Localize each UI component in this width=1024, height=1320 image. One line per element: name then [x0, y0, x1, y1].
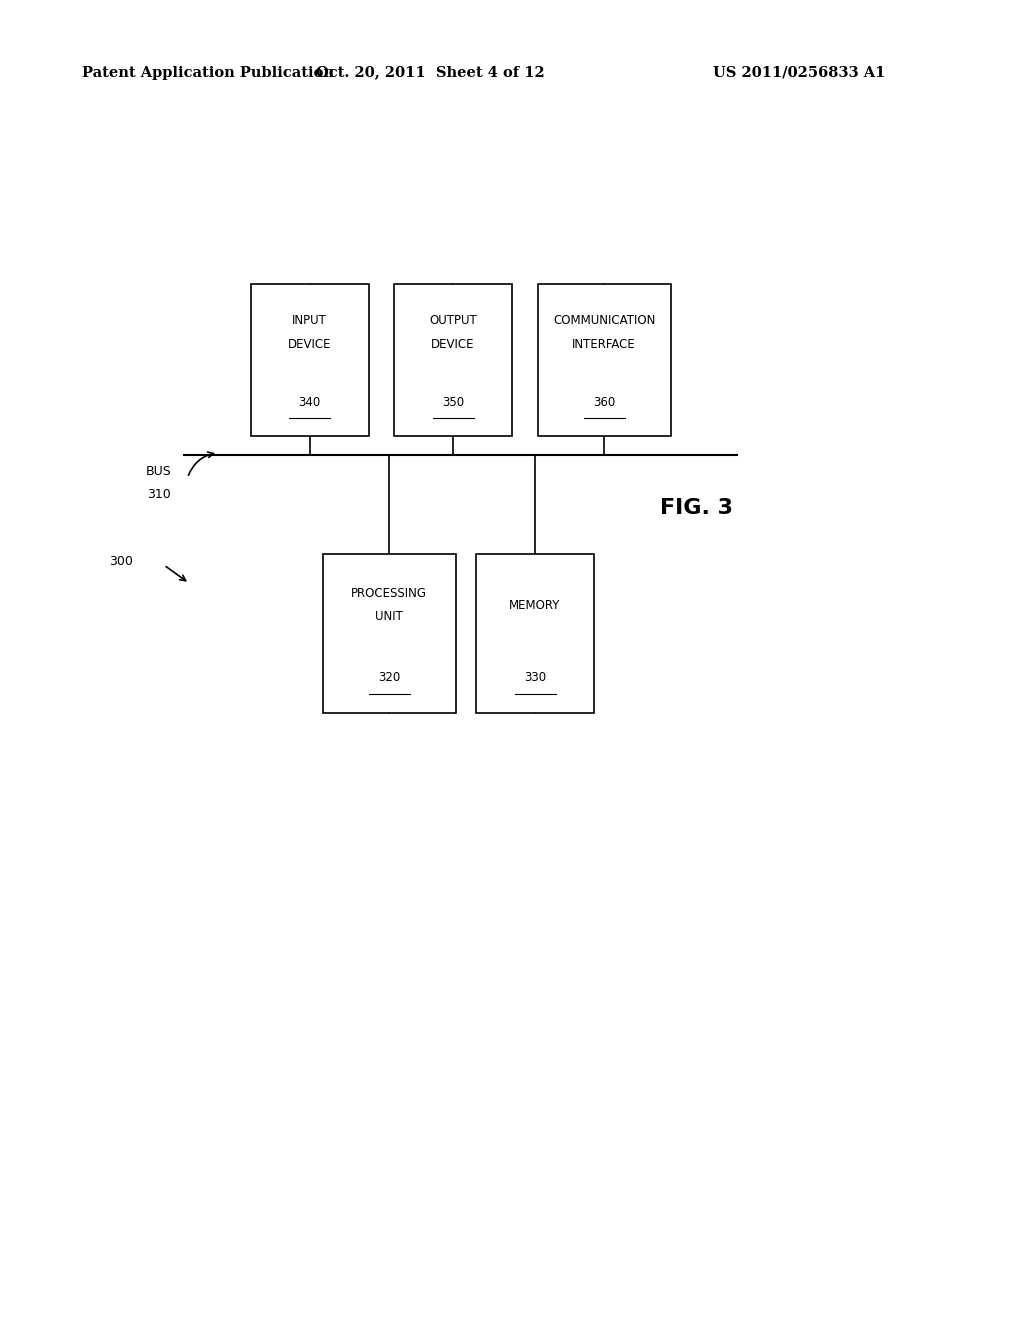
- Text: DEVICE: DEVICE: [431, 338, 475, 351]
- Text: INPUT: INPUT: [292, 314, 328, 327]
- FancyBboxPatch shape: [251, 284, 369, 436]
- Text: OUTPUT: OUTPUT: [429, 314, 477, 327]
- Text: COMMUNICATION: COMMUNICATION: [553, 314, 655, 327]
- FancyBboxPatch shape: [476, 554, 594, 713]
- Text: US 2011/0256833 A1: US 2011/0256833 A1: [713, 66, 885, 79]
- Text: 350: 350: [442, 396, 464, 409]
- Text: 300: 300: [110, 554, 133, 568]
- FancyBboxPatch shape: [323, 554, 456, 713]
- Text: Oct. 20, 2011  Sheet 4 of 12: Oct. 20, 2011 Sheet 4 of 12: [315, 66, 545, 79]
- Text: Patent Application Publication: Patent Application Publication: [82, 66, 334, 79]
- Text: DEVICE: DEVICE: [288, 338, 332, 351]
- Text: PROCESSING: PROCESSING: [351, 586, 427, 599]
- Text: BUS: BUS: [145, 465, 172, 478]
- Text: 320: 320: [378, 672, 400, 685]
- FancyBboxPatch shape: [394, 284, 512, 436]
- FancyBboxPatch shape: [538, 284, 671, 436]
- Text: UNIT: UNIT: [375, 610, 403, 623]
- Text: MEMORY: MEMORY: [509, 598, 561, 611]
- Text: FIG. 3: FIG. 3: [659, 498, 733, 519]
- Text: 310: 310: [146, 488, 171, 502]
- Text: 360: 360: [593, 396, 615, 409]
- Text: 340: 340: [299, 396, 321, 409]
- Text: 330: 330: [524, 672, 546, 685]
- Text: INTERFACE: INTERFACE: [572, 338, 636, 351]
